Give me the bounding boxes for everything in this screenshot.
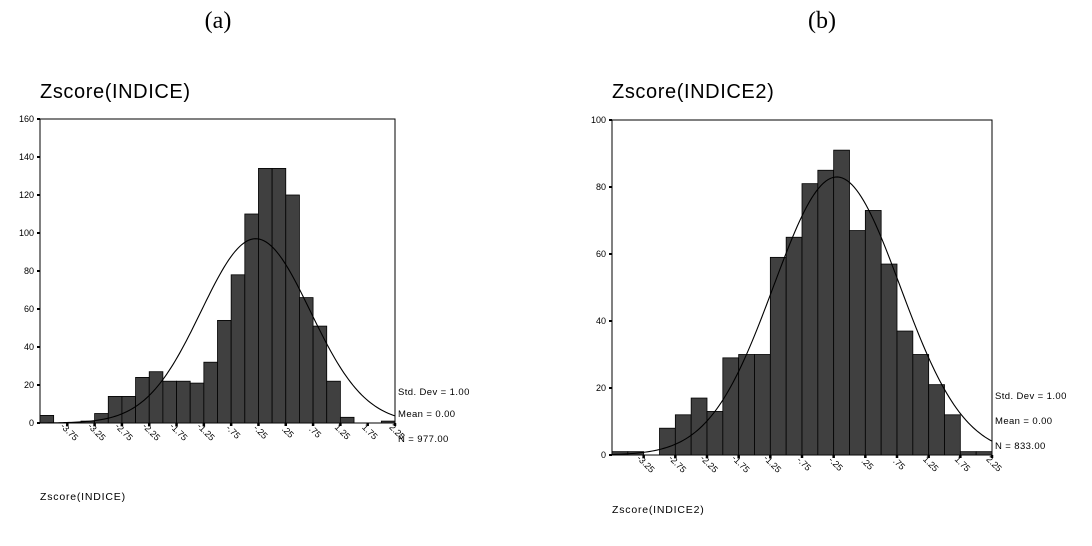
histogram-bar <box>380 420 396 424</box>
x-tick-label: -1.75 <box>168 421 190 443</box>
histogram-bar <box>189 382 205 424</box>
x-tick-label: -.25 <box>252 423 270 441</box>
x-tick-label: .75 <box>307 424 323 440</box>
x-tick-label: -3.25 <box>635 453 657 475</box>
y-tick-label: 20 <box>596 383 606 393</box>
histogram-bar <box>690 397 708 456</box>
histogram-bar <box>928 384 945 456</box>
y-tick-label: 80 <box>596 182 606 192</box>
histogram-bar <box>912 354 930 456</box>
histogram-bar <box>39 414 55 424</box>
std-dev-label: Std. Dev = 1.00 <box>995 391 1067 402</box>
y-tick-label: 0 <box>29 418 34 428</box>
y-tick-label: 120 <box>19 190 34 200</box>
histogram-bar <box>849 230 866 456</box>
histogram-bar <box>244 213 259 424</box>
y-tick-label: 100 <box>591 115 606 125</box>
y-tick-label: 20 <box>24 380 34 390</box>
histogram-panel-a: (a) Zscore(INDICE) 0 20 40 60 80 100 120 140 160 -3… <box>19 8 470 503</box>
x-tick-label: -.25 <box>827 455 845 473</box>
histogram-bar <box>339 416 355 424</box>
histogram-bar <box>203 361 218 424</box>
histogram-bar <box>880 263 898 456</box>
y-tick-label: 160 <box>19 114 34 124</box>
y-tick-label: 100 <box>19 228 34 238</box>
x-tick-label: .25 <box>280 424 296 440</box>
histogram-bar <box>285 194 300 424</box>
histogram-bar <box>299 297 314 424</box>
x-tick-label: 1.75 <box>953 454 972 473</box>
normal-curve <box>39 238 396 424</box>
x-tick-label: 2.25 <box>984 454 1003 473</box>
y-tick-label: 40 <box>24 342 34 352</box>
histogram-bar <box>785 236 803 456</box>
n-label: N = 833.00 <box>995 441 1046 452</box>
histogram-panel-b: (b) Zscore(INDICE2) 0 20 40 60 80 100 -3.25 -2.75… <box>591 8 1067 516</box>
x-tick-label: -1.25 <box>195 421 217 443</box>
histogram-bar <box>230 274 246 424</box>
x-tick-label: -2.25 <box>698 453 720 475</box>
x-tick-label: -1.75 <box>730 453 752 475</box>
y-tick-label: 60 <box>596 249 606 259</box>
panel-label: (a) <box>205 8 232 34</box>
y-tick-label: 140 <box>19 152 34 162</box>
x-tick-label: -2.25 <box>141 421 163 443</box>
histogram-bar <box>258 167 273 424</box>
x-tick-label: 1.75 <box>360 422 379 441</box>
y-tick-label: 0 <box>601 450 606 460</box>
mean-label: Mean = 0.00 <box>995 416 1052 427</box>
chart-title: Zscore(INDICE) <box>40 81 191 103</box>
x-tick-label: -3.25 <box>86 421 108 443</box>
histogram-bar <box>271 167 287 424</box>
histogram-bar <box>754 354 771 456</box>
histogram-bar <box>801 183 819 456</box>
n-label: N = 977.00 <box>398 434 449 445</box>
histogram-bar <box>162 380 177 424</box>
histogram-bar <box>176 380 191 424</box>
y-tick-label: 40 <box>596 316 606 326</box>
y-tick-label: 80 <box>24 266 34 276</box>
histogram-bar <box>148 371 164 424</box>
histogram-bar <box>121 395 136 424</box>
y-tick-label: 60 <box>24 304 34 314</box>
histogram-bar <box>722 357 740 456</box>
std-dev-label: Std. Dev = 1.00 <box>398 387 470 398</box>
histogram-bar <box>312 325 328 424</box>
x-tick-label: -.75 <box>795 455 813 473</box>
histogram-bar <box>738 354 755 456</box>
histogram-bar <box>326 380 341 424</box>
histogram-bar <box>135 376 150 424</box>
histogram-bar <box>864 210 882 456</box>
normal-curve <box>611 176 993 456</box>
x-axis-label: Zscore(INDICE2) <box>612 504 705 516</box>
x-tick-label: -2.75 <box>113 421 135 443</box>
x-tick-label: -2.75 <box>667 453 689 475</box>
panel-label: (b) <box>808 8 836 34</box>
x-tick-label: 1.25 <box>333 422 352 441</box>
histogram-bar <box>959 451 977 456</box>
mean-label: Mean = 0.00 <box>398 409 455 420</box>
histogram-bar <box>833 149 850 456</box>
histogram-bar <box>817 169 835 456</box>
histogram-bar <box>944 414 961 456</box>
histogram-bar <box>217 319 232 424</box>
x-tick-label: .25 <box>859 456 875 472</box>
x-tick-label: -.75 <box>224 423 242 441</box>
histogram-bar <box>975 451 993 456</box>
histogram-bar <box>107 395 123 424</box>
histogram-bar <box>674 414 692 456</box>
x-axis-label: Zscore(INDICE) <box>40 491 126 503</box>
x-tick-label: 1.25 <box>921 454 940 473</box>
chart-title: Zscore(INDICE2) <box>612 81 774 103</box>
x-tick-label: -1.25 <box>762 453 784 475</box>
histogram-bar <box>659 427 676 456</box>
x-tick-label: .75 <box>891 456 907 472</box>
histogram-bar <box>896 330 914 456</box>
x-tick-label: -3.75 <box>59 421 81 443</box>
